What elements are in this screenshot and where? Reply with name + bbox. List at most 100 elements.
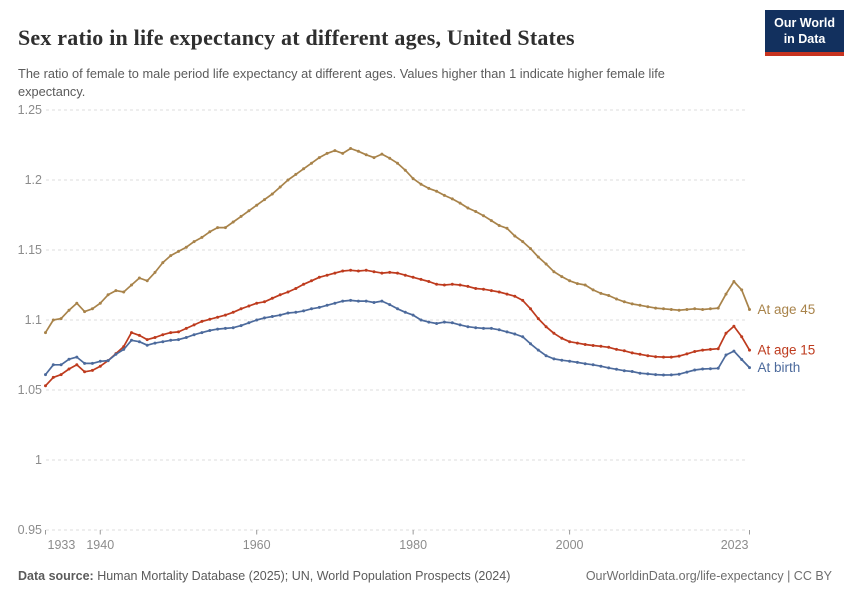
data-point — [310, 161, 313, 165]
data-point — [177, 338, 180, 342]
y-tick-label-1.2: 1.2 — [25, 173, 42, 187]
data-point — [685, 352, 689, 356]
data-point — [521, 240, 525, 244]
y-tick-label-1.05: 1.05 — [18, 383, 42, 397]
data-point — [575, 341, 579, 345]
data-point — [114, 352, 118, 356]
data-point — [364, 268, 368, 272]
data-point — [184, 245, 188, 249]
data-point — [724, 331, 728, 335]
data-point — [51, 375, 55, 379]
data-point — [380, 152, 384, 156]
data-point — [732, 280, 736, 283]
data-point — [380, 271, 384, 275]
data-point — [239, 307, 243, 311]
data-point — [216, 315, 220, 319]
data-point — [552, 270, 556, 274]
data-point — [325, 303, 329, 307]
data-point — [693, 307, 697, 311]
data-point — [732, 349, 736, 353]
data-point — [591, 288, 595, 292]
data-point — [67, 308, 71, 312]
data-point — [544, 354, 548, 358]
data-point — [270, 315, 274, 318]
series-at-age-45: At age 45 — [44, 147, 815, 335]
data-point — [482, 287, 485, 291]
data-point — [458, 323, 462, 327]
data-point — [223, 313, 227, 317]
data-point — [419, 182, 423, 186]
data-point — [552, 331, 556, 335]
data-point — [90, 361, 94, 365]
y-tick-label-1: 1 — [35, 453, 42, 467]
data-point — [51, 363, 55, 367]
data-point — [685, 370, 689, 374]
owid-logo: Our World in Data — [765, 10, 844, 56]
data-point — [654, 373, 658, 377]
data-point — [536, 317, 540, 321]
data-point — [646, 354, 650, 358]
data-point — [568, 359, 572, 363]
data-point — [44, 373, 47, 377]
series-line-at-age-45 — [44, 147, 751, 334]
data-point — [388, 303, 392, 307]
data-point — [294, 172, 298, 176]
data-point — [200, 235, 204, 239]
y-tick-label-1.25: 1.25 — [18, 103, 42, 117]
data-point — [192, 333, 196, 337]
data-point — [607, 366, 611, 370]
data-point — [513, 294, 517, 298]
data-point — [67, 357, 71, 361]
data-point — [333, 301, 337, 305]
data-point — [497, 290, 501, 294]
data-point — [708, 367, 712, 371]
data-point — [411, 177, 415, 181]
data-point — [270, 296, 274, 300]
data-point — [75, 355, 79, 359]
data-point — [278, 293, 282, 297]
data-point — [662, 373, 665, 377]
chart-title: Sex ratio in life expectancy at differen… — [18, 24, 575, 50]
data-point — [372, 270, 376, 274]
x-tick-label-2023: 2023 — [721, 538, 749, 552]
data-point — [302, 282, 306, 286]
data-point — [239, 214, 243, 218]
data-point — [677, 372, 681, 376]
data-point — [114, 289, 118, 293]
data-point — [231, 310, 235, 314]
data-point — [740, 288, 744, 292]
data-point — [575, 360, 579, 364]
data-point — [90, 307, 94, 311]
data-point — [646, 305, 650, 309]
data-point — [223, 326, 227, 330]
data-point — [153, 336, 157, 339]
data-point — [270, 192, 274, 196]
data-point — [685, 308, 689, 311]
data-point — [75, 363, 79, 367]
data-point — [607, 294, 611, 297]
data-point — [349, 268, 353, 272]
data-point — [489, 219, 493, 223]
data-point — [98, 301, 102, 305]
data-point — [474, 287, 478, 290]
data-point — [325, 273, 329, 277]
x-axis: 1933 1940 1960 1980 2000 2023 — [45, 530, 750, 552]
data-point — [427, 320, 431, 324]
data-point — [396, 161, 399, 165]
data-point — [83, 361, 87, 365]
x-tick-label-1940: 1940 — [86, 538, 114, 552]
data-point — [489, 289, 493, 293]
data-point — [529, 342, 532, 346]
data-point — [83, 310, 87, 314]
data-point — [662, 355, 665, 359]
data-point — [396, 307, 399, 311]
data-point — [411, 275, 415, 279]
data-point — [630, 351, 634, 355]
data-source-note: Data source: Human Mortality Database (2… — [18, 569, 510, 583]
data-point — [255, 301, 259, 305]
data-point — [122, 347, 126, 351]
data-point — [403, 168, 407, 172]
data-point — [622, 349, 626, 353]
data-point — [599, 364, 603, 368]
data-point — [716, 366, 720, 370]
